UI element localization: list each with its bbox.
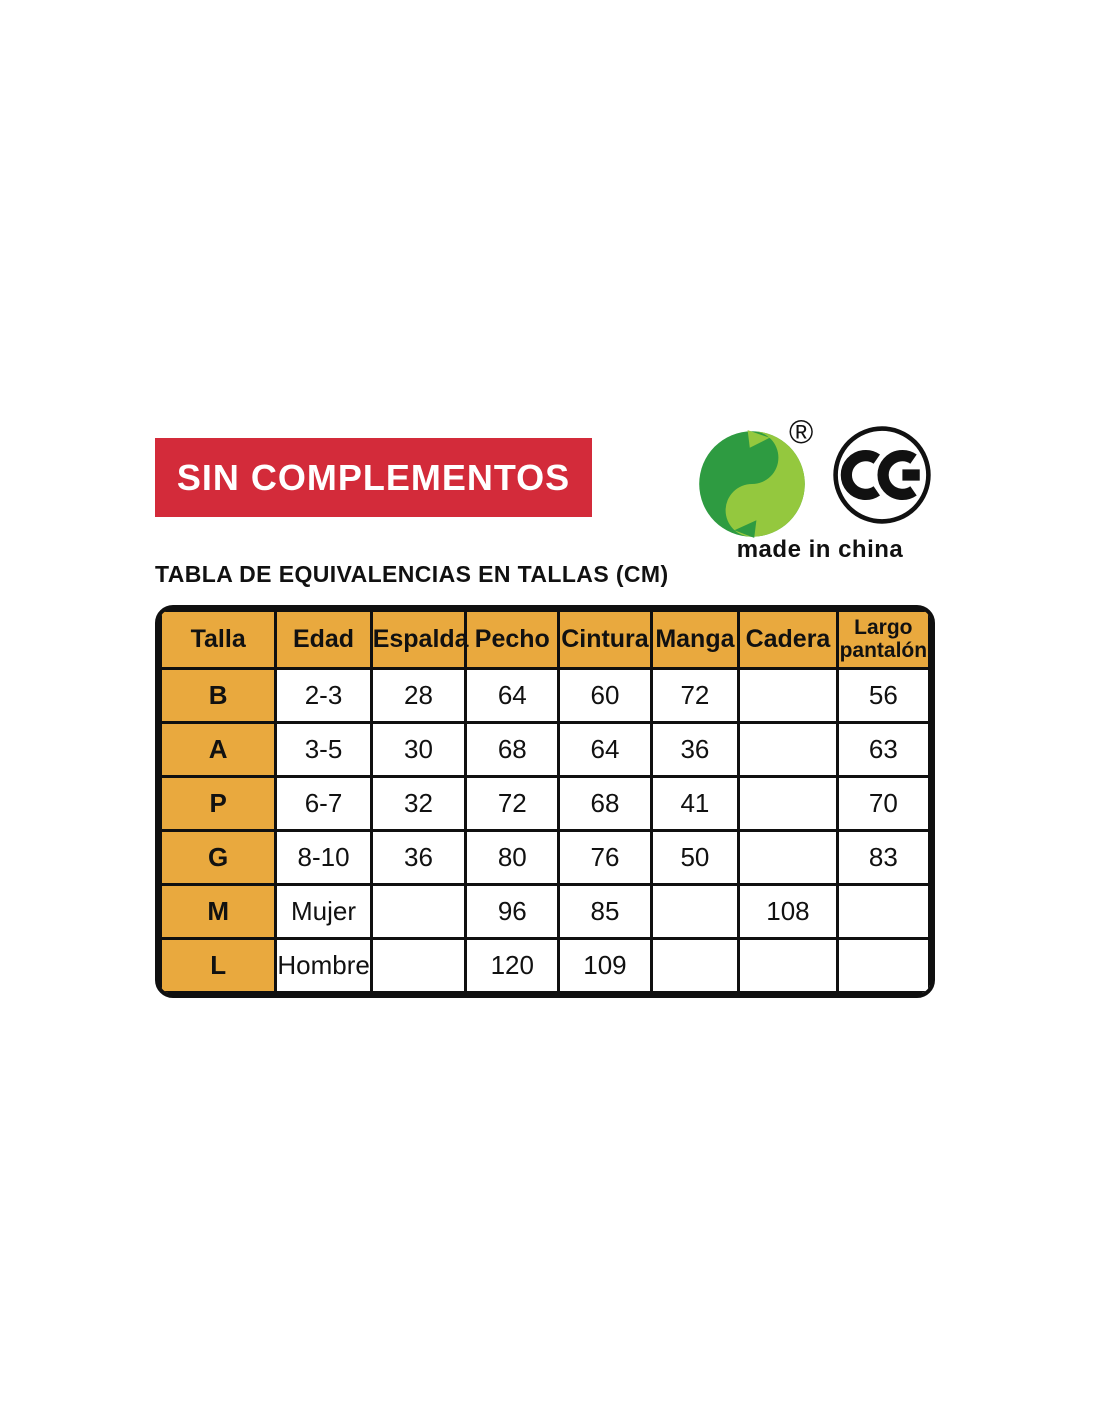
size-label-cell: P (159, 775, 278, 832)
size-value-cell (737, 721, 839, 778)
size-value-cell: 72 (464, 775, 561, 832)
table-row-g: G 8-10 36 80 76 50 83 (159, 829, 931, 886)
size-table-container: Talla Edad Espalda Pecho Cintura Manga C… (155, 605, 935, 998)
size-value-cell (369, 937, 468, 994)
size-value-cell: 83 (835, 829, 931, 886)
table-row-m: M Mujer 96 85 108 (159, 883, 931, 940)
size-value-cell: 8-10 (274, 829, 373, 886)
size-value-cell: 108 (737, 883, 839, 940)
column-header-espalda: Espalda (369, 609, 469, 670)
made-in-china-label: made in china (736, 536, 904, 563)
size-value-cell (369, 883, 468, 940)
size-value-cell: 85 (557, 883, 653, 940)
size-value-cell (737, 775, 839, 832)
size-value-cell (835, 937, 931, 994)
size-value-cell: 72 (649, 667, 741, 724)
size-value-cell: 2-3 (274, 667, 373, 724)
banner-label: SIN COMPLEMENTOS (176, 456, 571, 498)
size-value-cell: 41 (649, 775, 741, 832)
size-value-cell: 76 (557, 829, 653, 886)
size-value-cell: 63 (835, 721, 931, 778)
sin-complementos-banner: SIN COMPLEMENTOS (155, 438, 592, 517)
size-label-cell: L (159, 937, 278, 994)
column-header-manga: Manga (649, 609, 741, 670)
size-value-cell: 109 (557, 937, 653, 994)
table-row-b: B 2-3 28 64 60 72 56 (159, 667, 931, 724)
size-value-cell: 64 (464, 667, 561, 724)
size-value-cell: 6-7 (274, 775, 373, 832)
column-header-talla: Talla (159, 609, 278, 670)
table-title: TABLA DE EQUIVALENCIAS EN TALLAS (CM) (155, 561, 669, 587)
registered-trademark-symbol: ® (789, 413, 814, 450)
column-header-pecho: Pecho (464, 609, 561, 670)
table-row-a: A 3-5 30 68 64 36 63 (159, 721, 931, 778)
column-header-edad: Edad (274, 609, 373, 670)
size-value-cell: 30 (369, 721, 468, 778)
size-value-cell: 3-5 (274, 721, 373, 778)
size-value-cell: 68 (557, 775, 653, 832)
size-value-cell: 80 (464, 829, 561, 886)
size-value-cell (649, 883, 741, 940)
size-label-cell: A (159, 721, 278, 778)
table-row-p: P 6-7 32 72 68 41 70 (159, 775, 931, 832)
size-value-cell: 70 (835, 775, 931, 832)
size-label-cell: B (159, 667, 278, 724)
size-value-cell: 56 (835, 667, 931, 724)
column-header-cintura: Cintura (557, 609, 653, 670)
size-value-cell: 64 (557, 721, 653, 778)
size-value-cell: 68 (464, 721, 561, 778)
size-value-cell: 50 (649, 829, 741, 886)
size-value-cell (737, 667, 839, 724)
size-label-cell: M (159, 883, 278, 940)
size-value-cell: 96 (464, 883, 561, 940)
size-value-cell: Hombre (274, 937, 373, 994)
green-dot-recycling-icon (699, 430, 805, 538)
size-value-cell (649, 937, 741, 994)
column-header-largo-pantalon: Largo pantalón (835, 609, 931, 670)
size-value-cell: 120 (464, 937, 561, 994)
table-row-l: L Hombre 120 109 (159, 937, 931, 994)
size-label-cell: G (159, 829, 278, 886)
ce-mark-icon (833, 426, 931, 524)
column-header-cadera: Cadera (737, 609, 839, 670)
size-value-cell: Mujer (274, 883, 373, 940)
size-value-cell: 36 (369, 829, 468, 886)
size-value-cell: 32 (369, 775, 468, 832)
size-value-cell (835, 883, 931, 940)
size-table: Talla Edad Espalda Pecho Cintura Manga C… (159, 609, 931, 994)
size-value-cell (737, 829, 839, 886)
size-value-cell: 36 (649, 721, 741, 778)
size-value-cell: 60 (557, 667, 653, 724)
header-row: Talla Edad Espalda Pecho Cintura Manga C… (159, 609, 931, 670)
size-value-cell: 28 (369, 667, 468, 724)
size-value-cell (737, 937, 839, 994)
